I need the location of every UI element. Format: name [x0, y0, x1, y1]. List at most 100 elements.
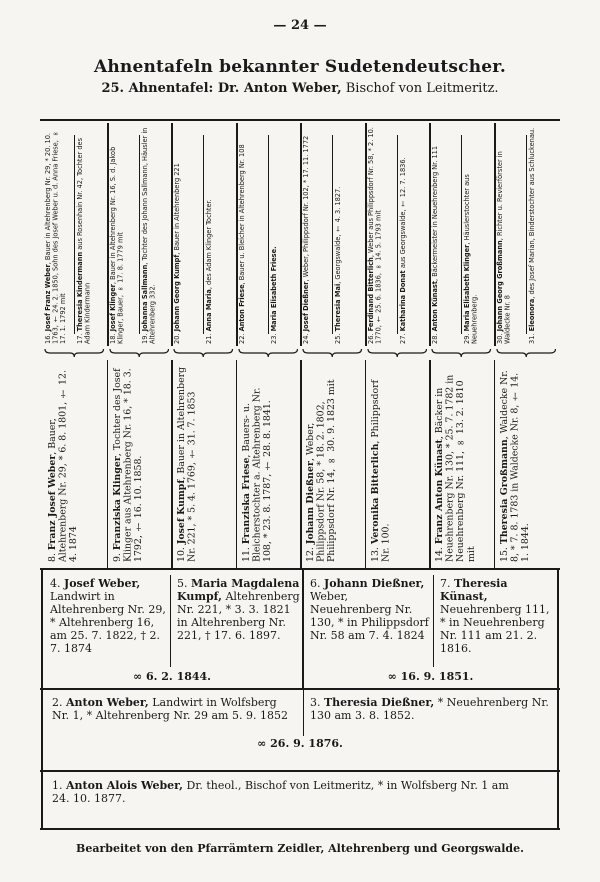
divider — [138, 135, 140, 334]
bracket-icon — [366, 348, 427, 358]
ancestor-name: Maria Magdalena Kumpf, — [177, 577, 300, 603]
ancestor-number: 8. — [47, 553, 58, 562]
ancestor-text: 22. Anton Friese, Bauer u. Bleicher in A… — [236, 121, 268, 348]
ancestor-number: 18. — [108, 333, 117, 345]
ancestor-5: 5. Maria Magdalena Kumpf, Altehrenberg N… — [177, 577, 301, 642]
divider — [302, 568, 304, 688]
divider — [40, 770, 560, 772]
divider — [235, 123, 238, 346]
divider — [106, 360, 108, 568]
ancestor-number: 26. — [366, 333, 375, 345]
ancestor-details: Dr. theol., Bischof von Leitmeritz, * in… — [52, 779, 509, 805]
ancestor-details: , des Adam Klinger Tochter. — [205, 199, 214, 290]
ancestor-text: 17. Theresia Kindermann aus Rosenhain Nr… — [74, 121, 106, 348]
divider — [171, 123, 173, 346]
ancestor-name: Eleonora — [527, 298, 536, 332]
ancestor-number: 2. — [52, 696, 63, 709]
divider — [303, 690, 304, 736]
divider — [40, 688, 560, 690]
ancestor-number: 31. — [527, 333, 536, 345]
ancestor-name: Anton Alois Weber, — [66, 779, 183, 792]
ancestor-name: Veronika Bitterlich — [369, 443, 381, 545]
ancestor-number: 5. — [177, 577, 188, 590]
divider — [170, 575, 171, 667]
ancestor-number: 3. — [310, 696, 321, 709]
ancestor-number: 10. — [176, 547, 187, 562]
ancestor-number: 23. — [269, 333, 278, 345]
ancestor-details: * Neuehrenberg Nr. 130 am 3. 8. 1852. — [310, 696, 549, 722]
ancestor-details: Landwirt in Altehrenberg Nr. 29, * Alteh… — [50, 590, 166, 655]
ancestor-number: 15. — [498, 547, 510, 562]
ancestor-name: Theresia Dießner, — [324, 696, 435, 709]
subtitle-rest: Bischof von Leitmeritz. — [341, 81, 499, 96]
page-subtitle: 25. Ahnentafel: Dr. Anton Weber, Bischof… — [0, 81, 600, 96]
ancestor-number: 11. — [240, 547, 252, 562]
page-title: Ahnentafeln bekannter Sudetendeutscher. — [93, 57, 507, 77]
marriage-date: ∞ 6. 2. 1844. — [132, 670, 212, 683]
ancestor-name: Theresia Mai — [334, 283, 343, 332]
ancestor-number: 24. — [302, 333, 310, 345]
subtitle-bold: 25. Ahnentafel: Dr. Anton Weber, — [101, 81, 342, 96]
ancestor-number: 28. — [431, 333, 439, 345]
ancestor-details: , des Josef Marian, Binderstochter aus S… — [527, 127, 536, 299]
ancestor-27: 27. Katharina Donat aus Georgswalde, † 1… — [397, 121, 429, 348]
ancestor-name: Josef Weber, — [64, 577, 141, 590]
ancestor-14: 14. Franz Anton Künast, Bäcker in Neuehr… — [429, 358, 494, 568]
ancestor-text: 11. Franziska Friese, Bauers- u. Bleiche… — [236, 358, 301, 568]
ancestor-name: Theresia Großmann — [498, 439, 510, 545]
ancestor-number: 12. — [305, 547, 316, 562]
ancestor-31: 31. Eleonora, des Josef Marian, Binderst… — [526, 121, 558, 348]
divider — [396, 135, 398, 334]
ancestor-name: Anna Maria — [205, 289, 214, 332]
ancestor-details: Altehrenberg Nr. 221, * 3. 3. 1821 in Al… — [177, 590, 300, 642]
ancestor-9: 9. Franziska Klinger, Tochter des Josef … — [107, 358, 172, 568]
ancestor-details: Neuehrenberg 111, * in Neuehrenberg Nr. … — [440, 603, 550, 655]
ancestor-2: 2. Anton Weber, Landwirt in Wolfsberg Nr… — [52, 696, 297, 722]
divider — [429, 360, 431, 568]
divider — [364, 360, 366, 568]
ancestor-30: 30. Johann Georg Großmann, Richter u. Re… — [494, 121, 526, 348]
footer-credit: Bearbeitet von den Pfarrämtern Zeidler, … — [76, 842, 524, 855]
divider — [332, 135, 334, 334]
ancestor-number: 1. — [52, 779, 63, 792]
ancestor-number: 19. — [140, 333, 149, 345]
bracket-icon — [44, 348, 105, 358]
ancestor-number: 7. — [440, 577, 451, 590]
ancestor-name: Franz Josef Weber — [47, 454, 58, 551]
ancestor-28: 28. Anton Künast, Bäckermeister in Neueh… — [429, 121, 461, 348]
ancestor-4: 4. Josef Weber, Landwirt in Altehrenberg… — [50, 577, 168, 655]
ancestor-number: 14. — [434, 547, 445, 562]
divider — [300, 360, 302, 568]
ancestor-name: Franziska Klinger — [111, 456, 123, 551]
ancestor-details: , Bauer u. Bleicher in Altehrenberg Nr. … — [237, 144, 246, 285]
ancestor-18: 18. Josef Klinger, Bauer in Altehrenberg… — [107, 121, 139, 348]
ancestor-name: Anton Künast — [431, 281, 439, 332]
ancestor-24: 24. Josef Dießner, Weber, Philippsdorf N… — [300, 121, 332, 348]
ancestor-name: Johann Dießner, — [324, 577, 425, 590]
page-number: — 24 — — [273, 18, 327, 33]
ancestor-text: 27. Katharina Donat aus Georgswalde, † 1… — [397, 121, 429, 348]
ancestor-text: 19. Johanna Sallmann, Tochter des Johann… — [139, 121, 171, 348]
ancestor-name: Johann Dießner — [305, 461, 316, 545]
ancestor-11: 11. Franziska Friese, Bauers- u. Bleiche… — [236, 358, 301, 568]
divider — [525, 135, 527, 334]
divider — [171, 360, 173, 568]
ancestor-number: 25. — [334, 333, 343, 345]
ancestor-text: 26. Ferdinand Bitterlich, Weber aus Phil… — [365, 121, 397, 348]
ancestor-details: aus Georgswalde, † 12. 7. 1836. — [398, 157, 407, 271]
ancestor-12: 12. Johann Dießner, Weber, Philippsdorf … — [300, 358, 365, 568]
ancestor-name: Anton Friese — [237, 284, 246, 332]
ancestor-text: 29. Maria Elisabeth Klinger, Häuslerstoc… — [461, 121, 493, 348]
ancestor-7: 7. Theresia Künast, Neuehrenberg 111, * … — [440, 577, 556, 655]
ancestor-22: 22. Anton Friese, Bauer u. Bleicher in A… — [236, 121, 268, 348]
ancestor-text: 30. Johann Georg Großmann, Richter u. Re… — [494, 121, 526, 348]
bracket-icon — [302, 348, 363, 358]
ancestor-10: 10. Josef Kumpf, Bauer in Altehrenberg N… — [171, 358, 236, 568]
ancestor-text: 14. Franz Anton Künast, Bäcker in Neuehr… — [429, 358, 494, 568]
ancestor-details: Landwirt in Wolfsberg Nr. 1, * Altehrenb… — [52, 696, 288, 722]
ancestor-name: Josef Kumpf — [176, 479, 187, 545]
ancestor-name: Maria Elisabeth Friese. — [269, 246, 278, 332]
ancestor-23: 23. Maria Elisabeth Friese. — [268, 121, 300, 348]
ancestor-number: 4. — [50, 577, 61, 590]
ancestor-text: 15. Theresia Großmann, Waldecke Nr. 8, *… — [494, 358, 559, 568]
